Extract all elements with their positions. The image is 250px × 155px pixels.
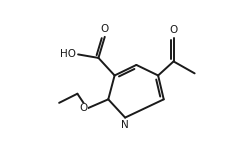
- Text: N: N: [121, 120, 128, 130]
- Text: O: O: [100, 24, 108, 34]
- Text: HO: HO: [60, 49, 76, 59]
- Text: O: O: [79, 104, 87, 113]
- Text: O: O: [169, 25, 177, 35]
